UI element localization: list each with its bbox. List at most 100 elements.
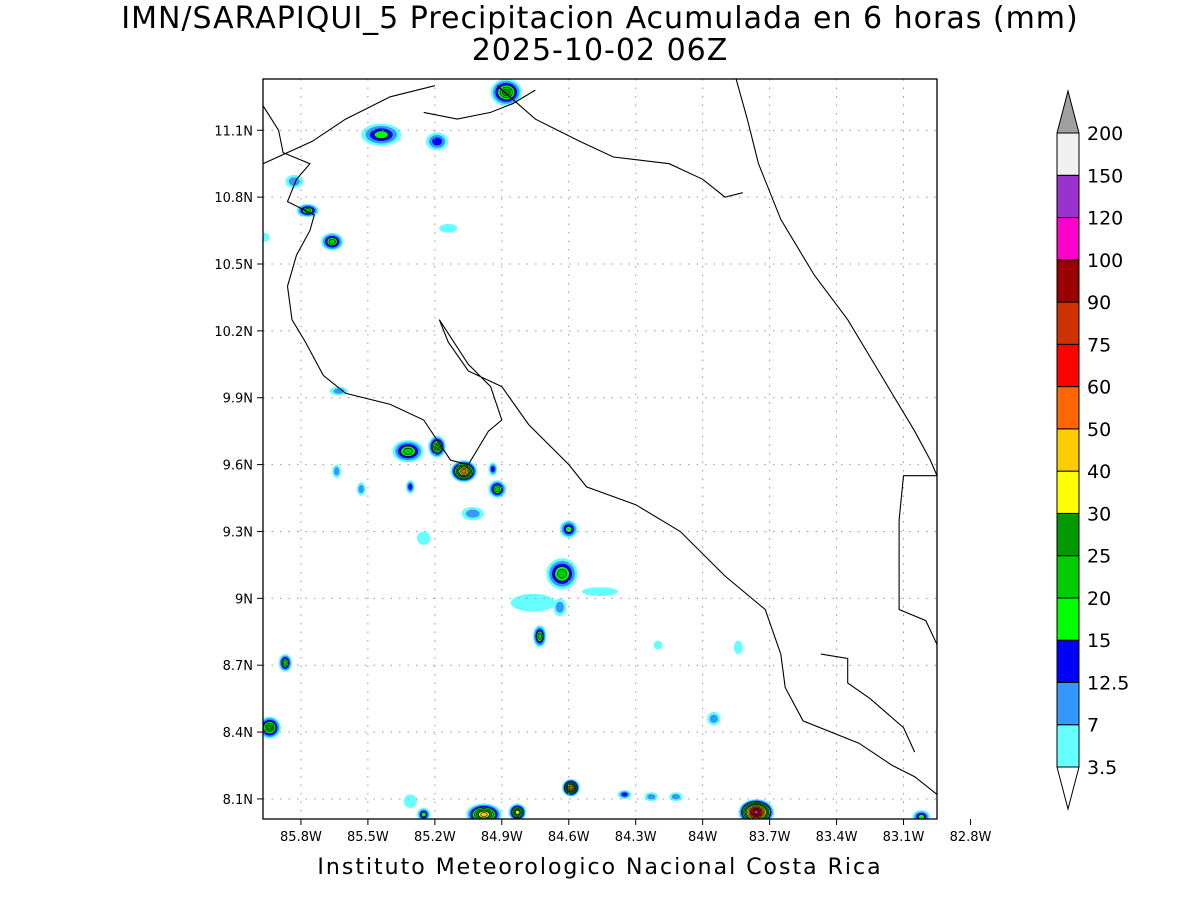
lat-tick-label: 10.2N — [214, 325, 253, 340]
rain-cell — [510, 593, 556, 612]
contour-level-0 — [733, 640, 743, 655]
contour-level-0 — [439, 223, 458, 233]
rain-cell — [403, 794, 417, 808]
contour-level-3 — [565, 525, 573, 533]
contour-level-0 — [403, 794, 417, 808]
contour-level-0 — [653, 640, 663, 650]
colorbar-label: 25 — [1087, 546, 1111, 568]
rain-cell — [425, 132, 449, 151]
lon-tick-label: 84.9W — [481, 830, 523, 845]
contour-level-0 — [582, 587, 618, 597]
lon-tick-label: 83.1W — [883, 830, 925, 845]
lon-tick-label: 85.2W — [414, 830, 456, 845]
colorbar-segment — [1056, 301, 1080, 345]
colorbar-label: 40 — [1087, 461, 1111, 483]
lat-tick-label: 10.8N — [214, 191, 253, 206]
contour-level-6 — [515, 810, 520, 815]
lat-tick-label: 10.5N — [214, 258, 253, 273]
colorbar-segment — [1056, 724, 1080, 768]
contour-level-0 — [416, 531, 431, 545]
rain-cell — [416, 807, 431, 819]
colorbar-min-arrow — [1056, 766, 1080, 811]
lat-tick-label: 8.4N — [223, 726, 253, 741]
lat-tick-label: 11.1N — [214, 124, 253, 139]
contour-level-1 — [709, 714, 718, 723]
contour-level-2 — [490, 466, 495, 473]
contour-level-5 — [266, 724, 273, 731]
rain-cell — [361, 123, 402, 146]
longitude-tick-labels: 85.8W 85.5W 85.2W 84.9W 84.6W 84.3W 84W 83.7W 83… — [280, 819, 992, 845]
rain-cell — [644, 792, 659, 802]
contour-level-0 — [263, 232, 270, 242]
colorbar-label: 3.5 — [1087, 757, 1117, 779]
rain-cell — [329, 386, 348, 396]
rain-cell — [466, 803, 502, 819]
coastline — [263, 85, 435, 165]
contour-level-3 — [373, 130, 389, 139]
contour-level-1 — [465, 509, 480, 518]
colorbar-label: 20 — [1087, 588, 1111, 610]
lat-lon-grid — [263, 79, 937, 819]
rain-cell — [508, 803, 527, 819]
rain-cell — [490, 79, 522, 106]
contour-level-7 — [480, 812, 488, 817]
lon-tick-label: 84.6W — [548, 830, 590, 845]
contour-level-4 — [537, 632, 542, 640]
rain-cell — [653, 640, 663, 650]
contour-level-4 — [403, 447, 413, 455]
contour-level-1 — [671, 793, 681, 800]
colorbar-segment — [1056, 132, 1080, 176]
rain-cell — [416, 531, 431, 545]
rain-cell — [321, 232, 344, 251]
lon-tick-label: 83.4W — [816, 830, 858, 845]
contour-level-4 — [283, 660, 288, 666]
rain-cell — [356, 482, 366, 496]
rain-cell — [733, 640, 743, 655]
coastline — [898, 475, 937, 795]
rain-cell — [263, 232, 270, 242]
colorbar-label: 30 — [1087, 503, 1111, 525]
contour-level-1 — [333, 467, 340, 476]
contour-level-2 — [408, 483, 413, 490]
rain-cell — [562, 778, 580, 797]
lat-tick-label: 8.1N — [223, 793, 253, 808]
lat-tick-label: 9.9N — [223, 392, 253, 407]
lon-tick-label: 83.7W — [749, 830, 791, 845]
lon-tick-label: 82.8W — [950, 830, 992, 845]
map-credit: Instituto Meteorologico Nacional Costa R… — [317, 855, 883, 880]
colorbar-label: 150 — [1087, 165, 1123, 187]
colorbar-segment — [1056, 386, 1080, 430]
latitude-tick-labels: 11.1N 10.8N 10.5N 10.2N 9.9N 9.6N 9.3N 9N 8.7N 8.… — [214, 124, 263, 808]
rain-cell — [332, 464, 342, 478]
rain-cell — [669, 792, 683, 802]
colorbar-segment — [1056, 681, 1080, 726]
rain-cell — [912, 810, 931, 819]
lon-tick-label: 84W — [688, 830, 718, 845]
map-title: IMN/SARAPIQUI_5 Precipitacion Acumulada … — [121, 1, 1079, 36]
lon-tick-label: 84.3W — [615, 830, 657, 845]
rain-cell — [533, 625, 547, 648]
contour-level-8 — [569, 785, 573, 790]
contour-level-4 — [494, 486, 501, 492]
rain-cell — [553, 598, 567, 617]
rain-cell — [738, 798, 775, 819]
rain-cell — [405, 480, 415, 494]
contour-level-5 — [434, 443, 440, 450]
colorbar: 3.5 7 12.5 15 20 25 30 40 50 60 75 90 100 120 150 200 — [1056, 89, 1129, 811]
colorbar-label: 90 — [1087, 292, 1111, 314]
colorbar-label: 7 — [1087, 715, 1099, 737]
colorbar-max-arrow — [1056, 89, 1080, 134]
rain-cell — [450, 460, 478, 483]
coastline — [735, 79, 937, 476]
rain-cell — [296, 203, 319, 218]
coastline — [423, 89, 536, 120]
colorbar-label: 15 — [1087, 630, 1111, 652]
lat-tick-label: 8.7N — [223, 659, 253, 674]
contour-level-3 — [421, 811, 427, 818]
coastline — [263, 105, 937, 795]
rain-cell — [428, 435, 447, 458]
colorbar-segment — [1056, 428, 1080, 472]
map-valid-time: 2025-10-02 06Z — [471, 33, 729, 68]
contour-level-3 — [917, 814, 925, 819]
